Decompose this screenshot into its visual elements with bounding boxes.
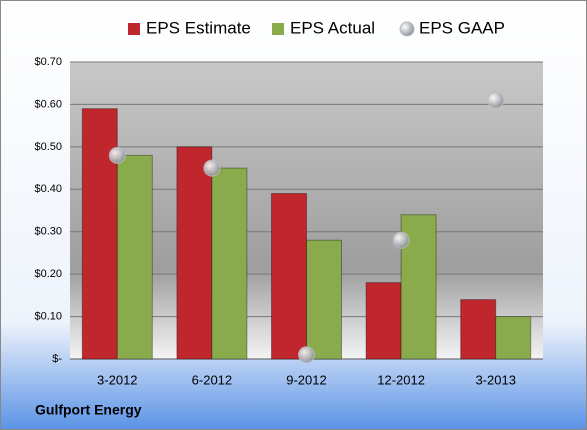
bar (211, 167, 248, 360)
bar (271, 193, 307, 360)
bar (365, 282, 402, 360)
chart-title: Gulfport Energy (35, 402, 142, 418)
y-tick-label: $0.10 (34, 310, 62, 322)
legend-label: EPS Estimate (146, 18, 251, 37)
legend-swatch (399, 21, 415, 37)
bar (495, 316, 532, 360)
legend-swatch (128, 23, 140, 35)
y-tick-label: $0.50 (34, 141, 62, 153)
y-tick-label: $- (52, 353, 62, 365)
x-tick-label: 3-2012 (97, 372, 137, 387)
x-tick-label: 12-2012 (377, 372, 425, 387)
legend-label: EPS Actual (290, 18, 375, 37)
y-tick-label: $0.20 (34, 268, 62, 280)
marker (203, 159, 221, 177)
y-tick-label: $0.70 (34, 56, 62, 68)
marker (108, 146, 126, 164)
x-tick-label: 6-2012 (192, 372, 232, 387)
x-tick-label: 3-2013 (475, 372, 515, 387)
bar (116, 154, 153, 360)
y-tick-label: $0.60 (34, 98, 62, 110)
y-tick-label: $0.30 (34, 226, 62, 238)
y-tick-label: $0.40 (34, 183, 62, 195)
legend-swatch (272, 23, 284, 35)
bar (81, 108, 118, 360)
marker (298, 346, 315, 364)
bar (176, 146, 213, 360)
bar (306, 239, 342, 360)
legend-label: EPS GAAP (419, 18, 505, 37)
x-tick-label: 9-2012 (286, 372, 326, 387)
marker (392, 231, 410, 249)
marker (487, 91, 505, 109)
bar (460, 299, 497, 360)
